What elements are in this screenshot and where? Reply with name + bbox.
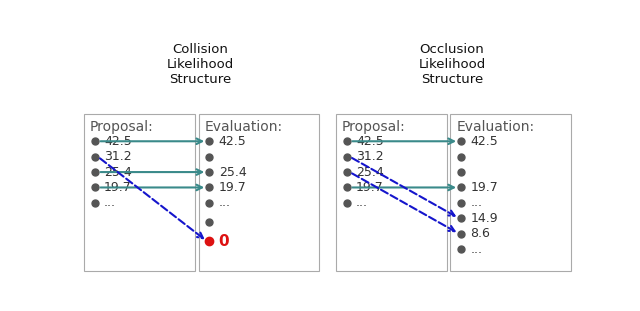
- Text: 19.7: 19.7: [470, 181, 499, 194]
- Text: ...: ...: [219, 196, 231, 209]
- Text: 42.5: 42.5: [219, 135, 246, 148]
- Bar: [451, 114, 571, 271]
- Text: 25.4: 25.4: [356, 165, 383, 179]
- Text: 8.6: 8.6: [470, 227, 490, 240]
- Text: 19.7: 19.7: [219, 181, 246, 194]
- Text: Proposal:: Proposal:: [90, 120, 154, 134]
- Text: 31.2: 31.2: [104, 150, 132, 163]
- Bar: [336, 114, 447, 271]
- Text: ...: ...: [470, 196, 483, 209]
- Text: 42.5: 42.5: [470, 135, 499, 148]
- Text: 42.5: 42.5: [104, 135, 132, 148]
- Text: 25.4: 25.4: [104, 165, 132, 179]
- Text: Evaluation:: Evaluation:: [205, 120, 283, 134]
- Text: 14.9: 14.9: [470, 212, 498, 225]
- Text: Collision
Likelihood
Structure: Collision Likelihood Structure: [166, 44, 234, 86]
- Text: 25.4: 25.4: [219, 165, 246, 179]
- Text: ...: ...: [356, 196, 368, 209]
- Text: ...: ...: [104, 196, 116, 209]
- Text: 42.5: 42.5: [356, 135, 383, 148]
- Text: Proposal:: Proposal:: [342, 120, 406, 134]
- Text: Occlusion
Likelihood
Structure: Occlusion Likelihood Structure: [419, 44, 486, 86]
- Text: Evaluation:: Evaluation:: [457, 120, 535, 134]
- Text: ...: ...: [470, 243, 483, 256]
- Text: 19.7: 19.7: [104, 181, 132, 194]
- Text: 31.2: 31.2: [356, 150, 383, 163]
- Text: 0: 0: [219, 234, 229, 249]
- Bar: [84, 114, 195, 271]
- Bar: [198, 114, 319, 271]
- Text: 19.7: 19.7: [356, 181, 383, 194]
